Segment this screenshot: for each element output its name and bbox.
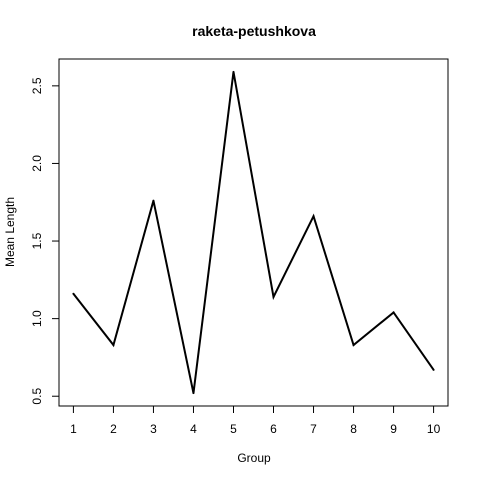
y-axis: 0.5 1.0 1.5 2.0 2.5	[30, 77, 60, 405]
series-layer	[72, 70, 435, 395]
y-tick-label: 1.5	[30, 232, 44, 249]
x-tick-label: 2	[110, 422, 117, 436]
y-axis-label: Mean Length	[3, 197, 17, 267]
plot-frame	[58, 58, 449, 407]
chart-title: raketa-petushkova	[192, 23, 316, 39]
y-tick-label: 2.0	[30, 155, 44, 172]
x-tick-label: 4	[190, 422, 197, 436]
data-point	[192, 392, 195, 395]
data-point	[312, 215, 315, 218]
x-tick-label: 1	[70, 422, 77, 436]
x-tick-label: 7	[310, 422, 317, 436]
data-point	[112, 344, 115, 347]
series-line-0	[72, 71, 435, 394]
x-tick-label: 6	[270, 422, 277, 436]
data-point	[432, 368, 435, 371]
data-point	[352, 344, 355, 347]
data-point	[232, 70, 235, 73]
data-point	[72, 292, 75, 295]
x-axis-label: Group	[237, 451, 271, 465]
y-tick-label: 1.0	[30, 310, 44, 327]
y-tick-label: 0.5	[30, 388, 44, 405]
x-tick-label: 5	[230, 422, 237, 436]
data-point	[272, 295, 275, 298]
x-tick-label: 8	[350, 422, 357, 436]
data-point	[152, 199, 155, 202]
x-tick-label: 10	[427, 422, 441, 436]
data-point	[392, 311, 395, 314]
x-tick-label: 3	[150, 422, 157, 436]
x-tick-label: 9	[390, 422, 397, 436]
x-axis: 1 2 3 4 5 6 7 8 9 10	[70, 405, 441, 436]
y-tick-label: 2.5	[30, 77, 44, 94]
